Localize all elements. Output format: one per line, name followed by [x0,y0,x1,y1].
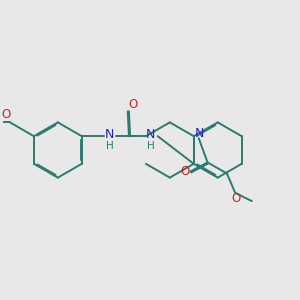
Text: N: N [105,128,114,141]
Text: O: O [128,98,138,111]
Text: H: H [106,141,113,151]
Text: N: N [146,128,155,141]
Text: H: H [147,141,155,151]
Text: O: O [2,108,10,121]
Text: O: O [180,165,189,178]
Text: N: N [195,127,204,140]
Text: O: O [232,192,241,205]
